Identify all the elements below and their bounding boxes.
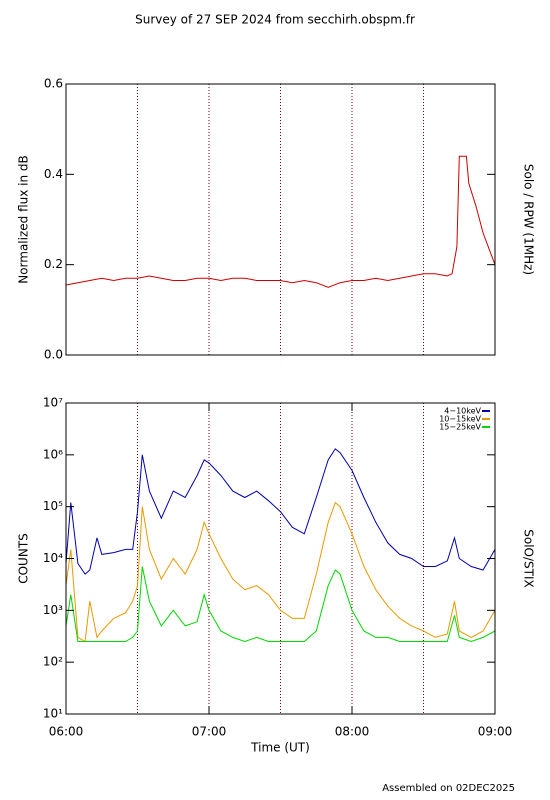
y-tick-label: 0.2	[44, 257, 63, 271]
y-tick-label: 10⁷	[43, 396, 63, 410]
y-tick-label: 10³	[43, 603, 63, 617]
series-line	[65, 448, 496, 575]
y-tick-label: 0.6	[44, 77, 63, 91]
y-tick-label: 10⁴	[43, 551, 63, 565]
y-tick-label: 0.4	[44, 167, 63, 181]
x-tick-label: 08:00	[335, 725, 370, 739]
legend-label: 4−10keV	[444, 407, 481, 416]
plot-frame	[65, 83, 496, 356]
series-line	[65, 155, 496, 288]
footer: Assembled on 02DEC2025	[382, 783, 515, 794]
right-label: SolO/STIX	[522, 529, 536, 588]
legend-label: 15−25keV	[439, 423, 481, 432]
y-tick-label: 10⁵	[43, 499, 63, 513]
y-tick-label: 10²	[43, 655, 63, 669]
y-tick-label: 10⁶	[43, 447, 63, 461]
x-axis-label: Time (UT)	[250, 741, 310, 755]
series-line	[65, 501, 496, 643]
y-axis-label: Normalized flux in dB	[17, 155, 31, 284]
legend-label: 10−15keV	[439, 415, 481, 424]
y-axis-label: COUNTS	[17, 533, 31, 584]
y-tick-label: 0.0	[44, 348, 63, 362]
right-label: Solo / RPW (1MHz)	[522, 164, 536, 275]
series-line	[65, 566, 496, 643]
x-tick-label: 07:00	[192, 725, 227, 739]
x-tick-label: 06:00	[49, 725, 84, 739]
y-tick-label: 10¹	[43, 707, 63, 721]
page-title: Survey of 27 SEP 2024 from secchirh.obsp…	[135, 13, 415, 27]
x-tick-label: 09:00	[478, 725, 513, 739]
